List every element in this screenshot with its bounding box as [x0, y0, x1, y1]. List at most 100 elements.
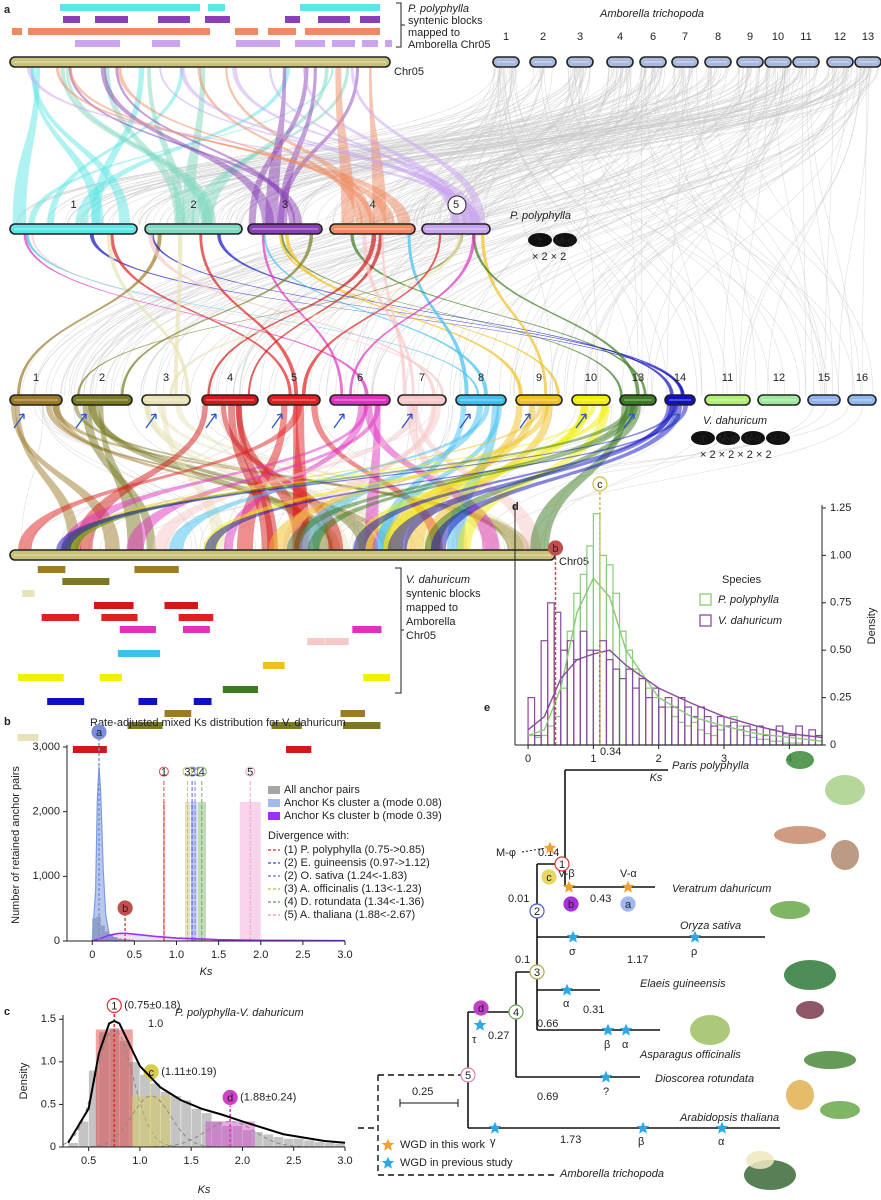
histogram-bar: [547, 725, 555, 746]
histogram-bar: [579, 630, 588, 746]
y-tick-label: 0: [50, 1141, 56, 1153]
legend-title: Divergence with:: [268, 830, 349, 842]
synteny-ribbon: [197, 67, 363, 225]
synteny-ribbon: [25, 234, 480, 396]
synteny-link: [739, 66, 768, 397]
histogram-bar: [303, 1139, 315, 1148]
id-badge-label: b: [552, 543, 558, 555]
scale-label: 0.25: [412, 1086, 433, 1098]
synteny-ribbon: [67, 405, 596, 550]
synteny-ribbon: [430, 405, 682, 550]
wgd-label: ρ: [691, 946, 697, 958]
syntenic-block: [37, 566, 66, 573]
synteny-link: [809, 66, 854, 397]
synteny-ribbon: [202, 405, 609, 550]
synteny-ribbon: [12, 67, 40, 225]
legend-label: (5) A. thaliana (1.88<-2.67): [284, 909, 415, 921]
synteny-ribbon: [88, 405, 379, 550]
syntenic-block: [332, 40, 355, 47]
syntenic-block: [138, 698, 158, 705]
x-tick-label: 2.5: [286, 1155, 301, 1167]
histogram-bar: [762, 734, 771, 746]
synteny-ribbon: [106, 234, 190, 396]
histogram-bar: [599, 640, 608, 746]
synteny-ribbon: [56, 405, 678, 550]
histogram-bar: [756, 725, 764, 746]
species-name: Asparagus officinalis: [639, 1049, 741, 1061]
legend-label: WGD in this work: [400, 1139, 485, 1151]
syntenic-block: [101, 614, 138, 621]
synteny-ribbon: [120, 234, 314, 396]
id-badge-label: a: [96, 727, 103, 739]
id-badge: [222, 1089, 238, 1106]
syntenic-block: [95, 16, 128, 23]
species-name: P. polyphylla: [510, 210, 571, 222]
density-curve: [67, 1019, 346, 1144]
synteny-ribbon: [282, 405, 442, 550]
synteny-ribbon: [235, 405, 309, 550]
divergence-badge: [158, 766, 169, 777]
branch-length: 0.27: [488, 1030, 509, 1042]
syntenic-block: [263, 662, 285, 669]
legend-swatch: [699, 614, 712, 627]
synteny-link: [767, 66, 849, 397]
legend-label: (4) D. rotundata (1.34<-1.36): [284, 896, 424, 908]
synteny-link: [801, 66, 806, 397]
syntenic-block: [119, 626, 156, 633]
synteny-link: [682, 66, 824, 397]
x-tick-label: 1: [590, 753, 596, 765]
id-badge: [508, 1004, 524, 1020]
synteny-link: [483, 66, 540, 226]
synteny-link: [509, 66, 759, 397]
synteny-link: [207, 66, 581, 226]
note-text: syntenic blocks: [408, 15, 483, 27]
histogram-bar: [677, 696, 686, 746]
wgd-label: M-φ: [496, 847, 516, 859]
synteny-link: [385, 66, 790, 226]
synteny-ribbon: [15, 405, 81, 550]
synteny-ribbon: [159, 67, 479, 225]
synteny-link: [20, 404, 44, 551]
synteny-ribbon: [268, 67, 460, 225]
synteny-ribbon: [223, 405, 367, 550]
syntenic-block: [152, 40, 180, 47]
synteny-ribbon: [407, 234, 469, 396]
species-name: Elaeis guineensis: [640, 978, 726, 990]
chromosome-label: 4: [617, 31, 623, 43]
synteny-ribbon: [100, 67, 275, 225]
synteny-link: [838, 66, 870, 397]
synteny-link: [652, 66, 857, 397]
branch-length: 0.34: [600, 746, 621, 758]
syntenic-block: [22, 590, 35, 597]
species-name: V. dahuricum: [703, 415, 767, 427]
syntenic-block: [193, 698, 212, 705]
histogram-bar: [324, 1142, 335, 1148]
note-text: mapped to: [408, 27, 460, 39]
wgd-badge-label: V-α: [745, 433, 762, 445]
syntenic-block: [205, 16, 230, 23]
synteny-link: [403, 66, 830, 226]
synteny-link: [371, 66, 676, 397]
id-badge-label: 1: [559, 859, 565, 871]
histogram-bar: [638, 678, 647, 746]
legend-label: WGD in previous study: [400, 1157, 513, 1169]
synteny-link: [653, 66, 807, 397]
synteny-link: [401, 66, 681, 226]
histogram-bar: [631, 668, 640, 746]
syntenic-block: [318, 16, 350, 23]
histogram-bar: [125, 939, 131, 941]
synteny-ribbon: [31, 234, 445, 396]
syntenic-block: [93, 602, 134, 609]
id-badge: [554, 856, 570, 872]
id-badge-label: c: [597, 479, 603, 491]
branch-length: 0.14: [538, 847, 559, 859]
wgd-badge: [553, 233, 577, 247]
histogram-bar: [723, 725, 732, 746]
histogram-bar: [690, 721, 699, 746]
id-badge: [117, 900, 133, 916]
y-tick-label: 0.5: [41, 1098, 56, 1110]
histogram-bar: [573, 659, 581, 746]
syntenic-block: [295, 40, 325, 47]
illustration: [786, 1080, 814, 1110]
outgroup-branch: [358, 1074, 555, 1176]
